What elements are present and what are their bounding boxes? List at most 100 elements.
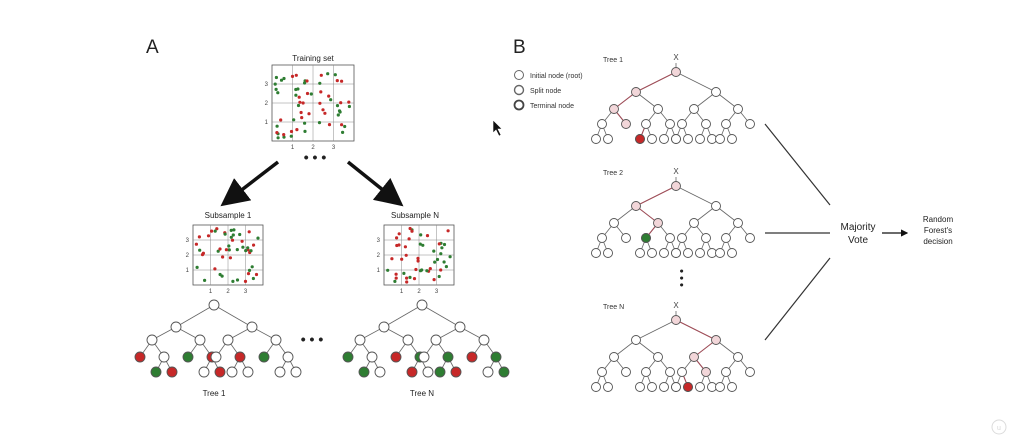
tree-node bbox=[683, 248, 693, 258]
data-point bbox=[333, 73, 337, 77]
panel-b-tree-1: X bbox=[591, 53, 755, 144]
data-point bbox=[229, 228, 233, 232]
data-point bbox=[195, 265, 199, 269]
tree-bn-label: Tree N bbox=[603, 304, 624, 311]
tree-node bbox=[226, 366, 238, 378]
data-point bbox=[340, 123, 344, 127]
data-point bbox=[416, 256, 420, 260]
data-point bbox=[437, 274, 441, 279]
decision-path-node bbox=[689, 352, 699, 362]
data-point bbox=[246, 246, 250, 250]
tree-node bbox=[390, 351, 402, 363]
data-point bbox=[229, 235, 233, 239]
tree-node bbox=[194, 334, 206, 346]
subsample-n-grid: 1 2 3 3 2 1 bbox=[377, 224, 455, 295]
tree-node bbox=[665, 367, 675, 377]
decision-path-node bbox=[631, 201, 641, 211]
grid-tick-x: 2 bbox=[311, 145, 315, 151]
tree-node bbox=[665, 233, 675, 243]
data-point bbox=[295, 128, 299, 132]
tree-node bbox=[715, 382, 725, 392]
data-point bbox=[317, 121, 322, 125]
predicted-leaf-node bbox=[683, 382, 693, 392]
data-point bbox=[419, 233, 423, 237]
tree-node bbox=[665, 119, 675, 129]
legend: Initial node (root) Split node Terminal … bbox=[513, 70, 583, 111]
tree-node bbox=[603, 248, 613, 258]
svg-text:u: u bbox=[997, 425, 1001, 432]
data-point bbox=[275, 124, 279, 128]
data-point bbox=[194, 242, 198, 246]
data-point bbox=[238, 232, 242, 237]
data-point bbox=[448, 255, 452, 259]
data-point bbox=[218, 247, 222, 251]
data-point bbox=[297, 95, 301, 99]
tree-node bbox=[406, 366, 418, 378]
data-point bbox=[235, 278, 240, 282]
tree-node bbox=[653, 104, 663, 114]
panel-a-middle-ellipsis: • • • bbox=[301, 331, 324, 347]
data-point bbox=[274, 87, 278, 91]
tree-b2-label: Tree 2 bbox=[603, 170, 623, 177]
data-point bbox=[439, 252, 443, 256]
arrow-to-subsample-n bbox=[346, 160, 404, 207]
data-point bbox=[416, 259, 420, 263]
tree-node bbox=[721, 233, 731, 243]
tree-node bbox=[733, 352, 743, 362]
data-point bbox=[307, 112, 311, 116]
tree-b1-label: Tree 1 bbox=[603, 57, 623, 64]
grid-tick-x: 1 bbox=[400, 289, 404, 295]
tree-node bbox=[166, 366, 178, 378]
grid-tick-y: 1 bbox=[265, 120, 269, 126]
legend-root-label: Initial node (root) bbox=[530, 73, 583, 80]
tree-node bbox=[609, 352, 619, 362]
mouse-cursor-icon bbox=[492, 119, 503, 137]
data-point bbox=[213, 229, 217, 233]
data-point bbox=[210, 229, 214, 233]
root-input-label: X bbox=[673, 53, 679, 62]
tree-node bbox=[274, 366, 286, 378]
grid-tick-y: 3 bbox=[377, 238, 381, 244]
data-point bbox=[224, 248, 228, 252]
tree-node bbox=[591, 248, 601, 258]
root-node bbox=[671, 181, 681, 191]
data-point bbox=[303, 129, 307, 133]
grid-tick-y: 1 bbox=[377, 268, 381, 274]
data-point bbox=[347, 100, 351, 104]
data-point bbox=[230, 238, 235, 242]
tree-node bbox=[258, 351, 270, 363]
data-point bbox=[221, 255, 225, 259]
tree-node bbox=[621, 367, 631, 377]
panel-b-label: B bbox=[513, 37, 526, 58]
predicted-leaf-node bbox=[635, 134, 645, 144]
tree-node bbox=[597, 233, 607, 243]
data-point bbox=[403, 245, 407, 249]
tree-edge bbox=[175, 304, 215, 328]
data-point bbox=[412, 277, 417, 281]
tree-node bbox=[621, 233, 631, 243]
decision-path-node bbox=[621, 119, 631, 129]
tree-node bbox=[422, 366, 434, 378]
vote-line-tree-n bbox=[764, 257, 831, 341]
data-point bbox=[400, 257, 404, 261]
data-point bbox=[405, 280, 409, 284]
data-point bbox=[223, 232, 227, 236]
subsample-1-title: Subsample 1 bbox=[205, 211, 252, 220]
tree-node bbox=[358, 366, 370, 378]
data-point bbox=[395, 236, 399, 240]
tree-node bbox=[466, 351, 478, 363]
tree-node bbox=[689, 218, 699, 228]
tree-node bbox=[641, 119, 651, 129]
data-point bbox=[301, 101, 305, 105]
data-point bbox=[435, 257, 440, 262]
tree-node bbox=[659, 248, 669, 258]
tree-node bbox=[671, 134, 681, 144]
tree-node bbox=[671, 382, 681, 392]
tree-node bbox=[182, 351, 194, 363]
tree-node bbox=[727, 248, 737, 258]
tree-edge bbox=[675, 185, 717, 207]
data-point bbox=[309, 92, 313, 96]
majority-vote-line-2: Vote bbox=[848, 235, 868, 246]
tree-node bbox=[378, 321, 390, 333]
